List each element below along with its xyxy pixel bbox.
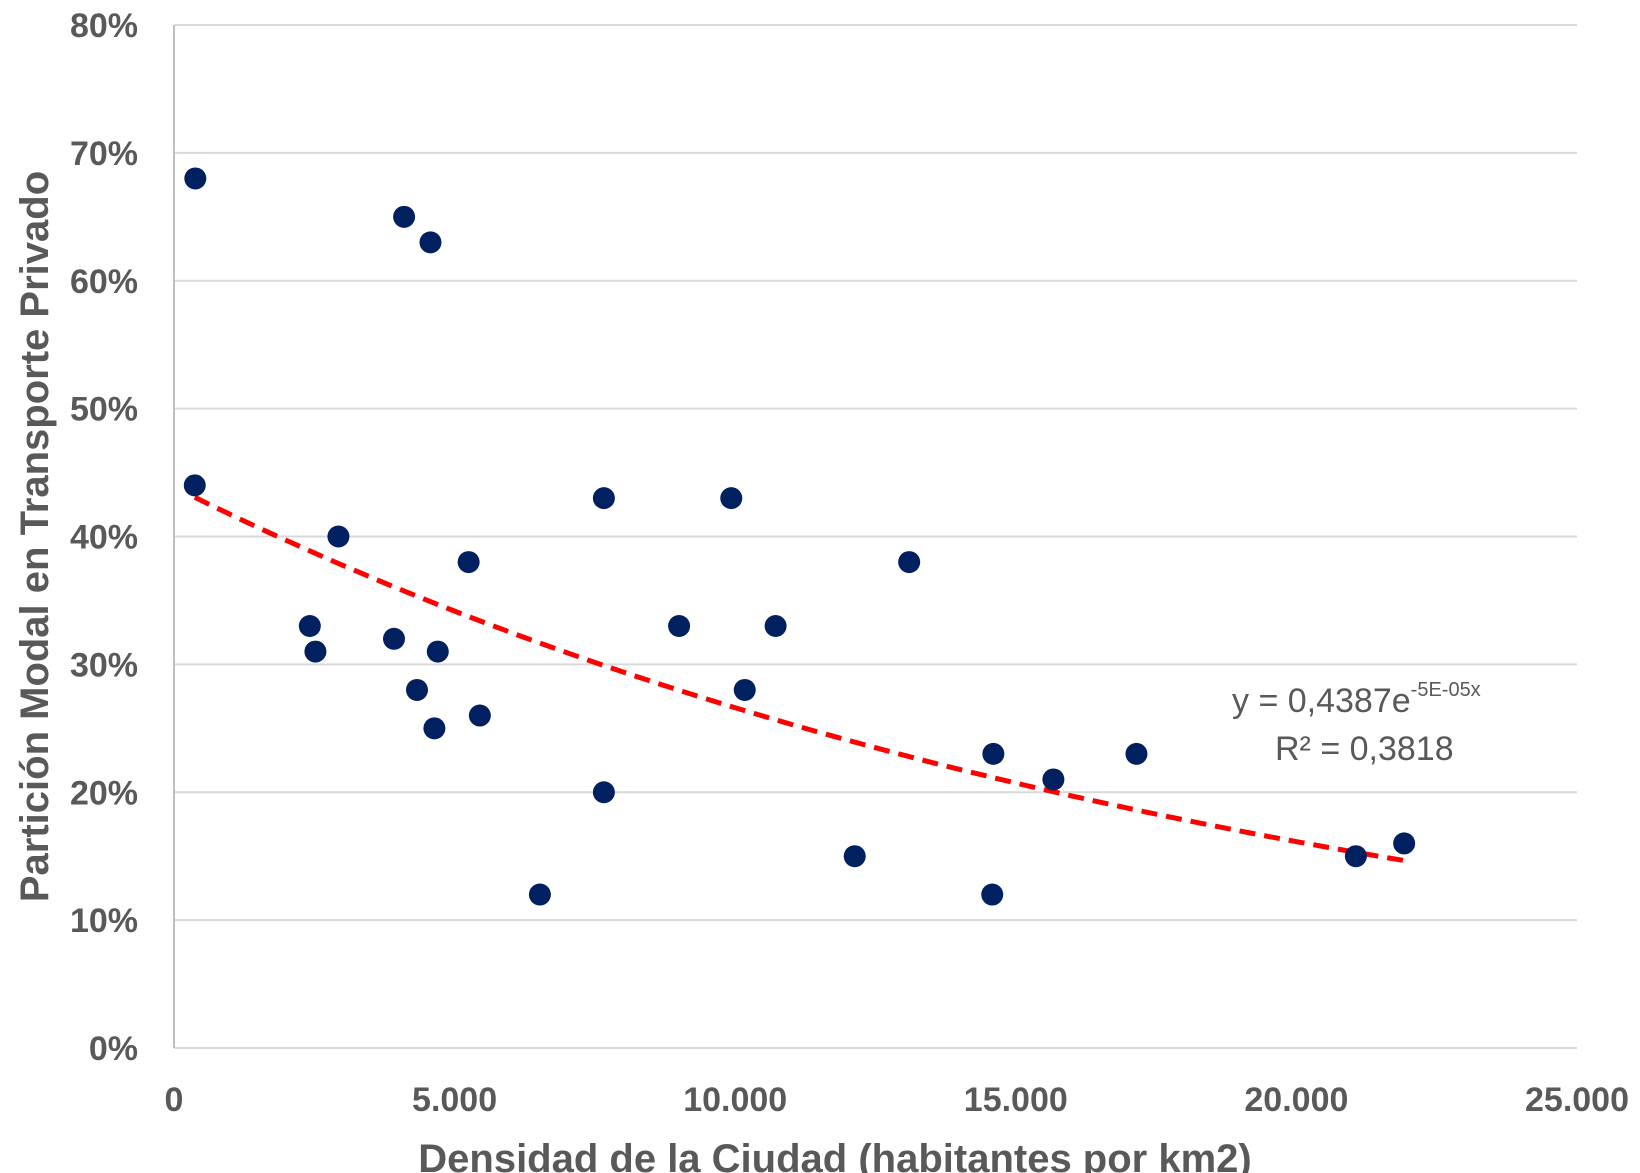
data-point	[184, 167, 207, 190]
data-point	[982, 742, 1005, 765]
y-axis-title: Partición Modal en Transporte Privado	[13, 171, 57, 902]
data-point	[981, 883, 1004, 906]
data-point	[183, 474, 206, 497]
data-point	[426, 640, 449, 663]
y-tick-label: 40%	[70, 519, 138, 557]
data-point	[592, 487, 615, 510]
trendline-equation: y = 0,4387e-5E-05x	[1232, 679, 1481, 720]
y-tick-label: 60%	[70, 263, 138, 301]
data-point	[304, 640, 327, 663]
data-point	[457, 551, 480, 574]
y-tick-label: 0%	[89, 1030, 138, 1068]
data-point	[898, 551, 921, 574]
x-axis-title: Densidad de la Ciudad (habitantes por km…	[418, 1137, 1251, 1173]
data-point	[733, 678, 756, 701]
data-point	[423, 717, 446, 740]
data-point	[668, 615, 691, 638]
x-tick-label: 5.000	[412, 1081, 497, 1119]
data-point	[382, 627, 405, 650]
data-point	[1344, 845, 1367, 868]
x-tick-label: 10.000	[683, 1081, 787, 1119]
data-point	[468, 704, 491, 727]
x-tick-label: 0	[165, 1081, 184, 1119]
y-tick-labels: 0% 10% 20% 30% 40% 50% 60% 70% 80%	[70, 7, 138, 1068]
data-point	[1125, 742, 1148, 765]
x-tick-label: 25.000	[1525, 1081, 1629, 1119]
x-tick-label: 15.000	[964, 1081, 1068, 1119]
data-point	[592, 781, 615, 804]
data-point	[764, 615, 787, 638]
data-point	[405, 678, 428, 701]
y-tick-label: 70%	[70, 135, 138, 173]
data-points	[183, 167, 1416, 906]
y-tick-label: 30%	[70, 646, 138, 684]
y-tick-label: 50%	[70, 391, 138, 429]
y-tick-label: 80%	[70, 7, 138, 45]
data-point	[393, 205, 416, 228]
x-tick-labels: 0 5.000 10.000 15.000 20.000 25.000	[165, 1081, 1629, 1119]
data-point	[419, 231, 442, 254]
equation-exponent: -5E-05x	[1411, 679, 1481, 701]
data-point	[528, 883, 551, 906]
data-point	[1042, 768, 1065, 791]
r-squared-label: R² = 0,3818	[1275, 730, 1454, 768]
data-point	[298, 615, 321, 638]
y-tick-label: 10%	[70, 902, 138, 940]
data-point	[1393, 832, 1416, 855]
x-tick-label: 20.000	[1244, 1081, 1348, 1119]
data-point	[843, 845, 866, 868]
gridlines	[174, 24, 1577, 1049]
y-tick-label: 20%	[70, 774, 138, 812]
trendline	[193, 495, 1405, 863]
data-point	[327, 525, 350, 548]
equation-main: y = 0,4387e	[1232, 682, 1411, 720]
data-point	[720, 487, 743, 510]
